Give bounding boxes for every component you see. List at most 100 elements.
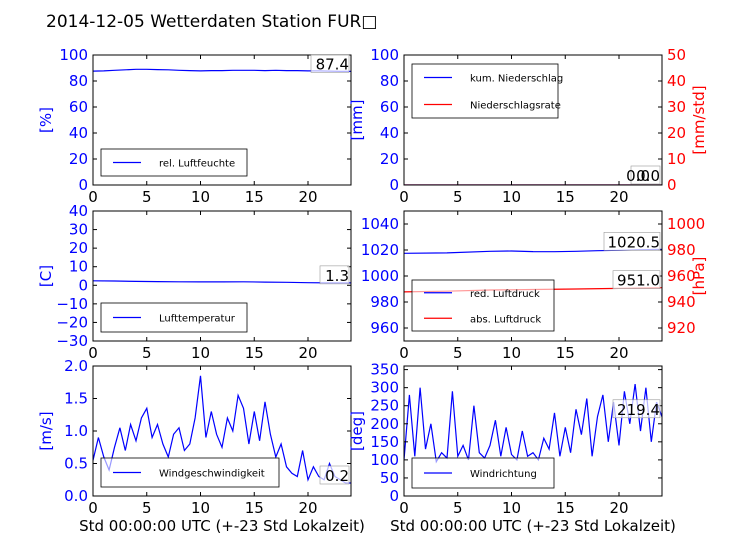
y-axis-label: [m/s] [37, 411, 55, 450]
x-tick-label: 20 [298, 344, 317, 362]
y-tick-label: 0 [389, 176, 399, 194]
x-tick-label: 15 [245, 499, 264, 517]
y2-axis-label: [hPa] [690, 257, 708, 296]
x-tick-label: 0 [399, 188, 409, 206]
x-tick-label: 20 [298, 499, 317, 517]
x-axis-label: Std 00:00:00 UTC (+-23 Std Lokalzeit) [390, 517, 676, 535]
x-tick-label: 15 [245, 344, 264, 362]
legend-entry: Windgeschwindigkeit [159, 469, 265, 480]
x-tick-label: 20 [609, 344, 628, 362]
y-axis-label: [mm] [348, 100, 366, 141]
x-tick-label: 0 [88, 499, 98, 517]
y2-tick-label: 10 [667, 150, 686, 168]
x-tick-label: 0 [88, 344, 98, 362]
y2-tick-label: 50 [667, 46, 686, 64]
x-axis-label: Std 00:00:00 UTC (+-23 Std Lokalzeit) [79, 517, 365, 535]
y-tick-label: 40 [69, 202, 88, 220]
second-value-label: 0.0 [626, 167, 650, 185]
legend-entry: abs. Luftdruck [470, 314, 541, 325]
x-tick-label: 0 [399, 499, 409, 517]
second-value-label: 951.0 [617, 272, 660, 290]
legend-box [411, 63, 559, 119]
y-axis-label: [%] [37, 107, 55, 133]
chart-humidity: 0 5 10 15 20 0 20 40 60 80 100 [%] rel. Luftfeuchte 8… [37, 46, 352, 206]
y-tick-label: −20 [56, 313, 88, 331]
legend-box [411, 279, 555, 332]
y-tick-label: 960 [370, 319, 399, 337]
x-tick-label: 20 [609, 499, 628, 517]
y-tick-label: 150 [370, 433, 399, 451]
y-tick-label: 1020 [361, 241, 399, 259]
y-tick-label: −30 [56, 332, 88, 350]
y-tick-label: 40 [380, 124, 399, 142]
axes-frame-humidity [92, 54, 352, 186]
y-tick-label: 250 [370, 397, 399, 415]
x-tick-label: 5 [453, 188, 463, 206]
chart-pressure: 0 5 10 15 20 960 980 1000 1020 1040 920 940 960 980 10… [361, 210, 708, 362]
y-tick-label: 100 [370, 46, 399, 64]
y2-tick-label: 40 [667, 72, 686, 90]
x-tick-label: 20 [609, 188, 628, 206]
y-tick-label: 20 [69, 150, 88, 168]
x-tick-label: 15 [556, 499, 575, 517]
y2-tick-label: 30 [667, 98, 686, 116]
y2-tick-label: 920 [667, 319, 696, 337]
y-tick-label: 200 [370, 415, 399, 433]
x-tick-label: 15 [245, 188, 264, 206]
series-line-windspeed-0 [93, 375, 351, 484]
legend-entry: red. Luftdruck [470, 289, 540, 300]
y-tick-label: 1.5 [64, 390, 88, 408]
y-tick-label: 0 [78, 176, 88, 194]
y-tick-label: 60 [69, 98, 88, 116]
y-tick-label: 0 [78, 276, 88, 294]
x-tick-label: 5 [453, 499, 463, 517]
last-value-label: 219.4 [617, 401, 660, 419]
figure-title: 2014-12-05 Wetterdaten Station FUR□ [46, 12, 377, 32]
last-value-label-box [603, 232, 661, 251]
y-tick-label: 20 [69, 239, 88, 257]
x-tick-label: 10 [502, 188, 521, 206]
y-tick-label: 0.5 [64, 455, 88, 473]
legend-entry: Windrichtung [470, 469, 537, 480]
x-tick-label: 15 [556, 344, 575, 362]
y-axis-label: [deg] [348, 411, 366, 451]
y-tick-label: −10 [56, 295, 88, 313]
y-tick-label: 980 [370, 293, 399, 311]
x-tick-label: 0 [399, 344, 409, 362]
last-value-label-box [319, 265, 350, 285]
x-tick-label: 5 [142, 188, 152, 206]
axes-frame-temperature [92, 210, 352, 342]
legend-entry: kum. Niederschlag [470, 74, 563, 85]
x-tick-label: 10 [191, 188, 210, 206]
last-value-label-box [319, 465, 350, 485]
y-tick-label: 20 [380, 150, 399, 168]
y2-tick-label: 1000 [667, 215, 705, 233]
y-tick-label: 350 [370, 361, 399, 379]
y-axis-label: [C] [37, 265, 55, 287]
chart-windspeed: 0 5 10 15 20 0.0 0.5 1.0 1.5 2.0 [m/s] Std 00:00:00… [37, 357, 365, 535]
x-tick-label: 0 [88, 188, 98, 206]
y-tick-label: 2.0 [64, 357, 88, 375]
last-value-label: 87.4 [316, 55, 349, 73]
y2-tick-label: 0 [667, 176, 677, 194]
axes-frame-winddir [403, 365, 663, 497]
last-value-label-box [310, 54, 350, 73]
y-tick-label: 30 [69, 221, 88, 239]
y-tick-label: 1.0 [64, 422, 88, 440]
x-tick-label: 10 [502, 344, 521, 362]
series-line-temperature-0 [93, 280, 351, 284]
y-tick-label: 10 [69, 258, 88, 276]
y-tick-label: 40 [69, 124, 88, 142]
last-value-label: 1020.5 [608, 233, 661, 251]
x-tick-label: 15 [556, 188, 575, 206]
y-tick-label: 1000 [361, 267, 399, 285]
x-tick-label: 5 [142, 499, 152, 517]
x-tick-label: 5 [142, 344, 152, 362]
chart-temperature: 0 5 10 15 20−30−20−10010203040[C]Lufttempera… [37, 202, 352, 362]
y-tick-label: 50 [380, 469, 399, 487]
axes-frame-precip [403, 54, 663, 186]
legend-entry: Niederschlagsrate [470, 101, 561, 112]
